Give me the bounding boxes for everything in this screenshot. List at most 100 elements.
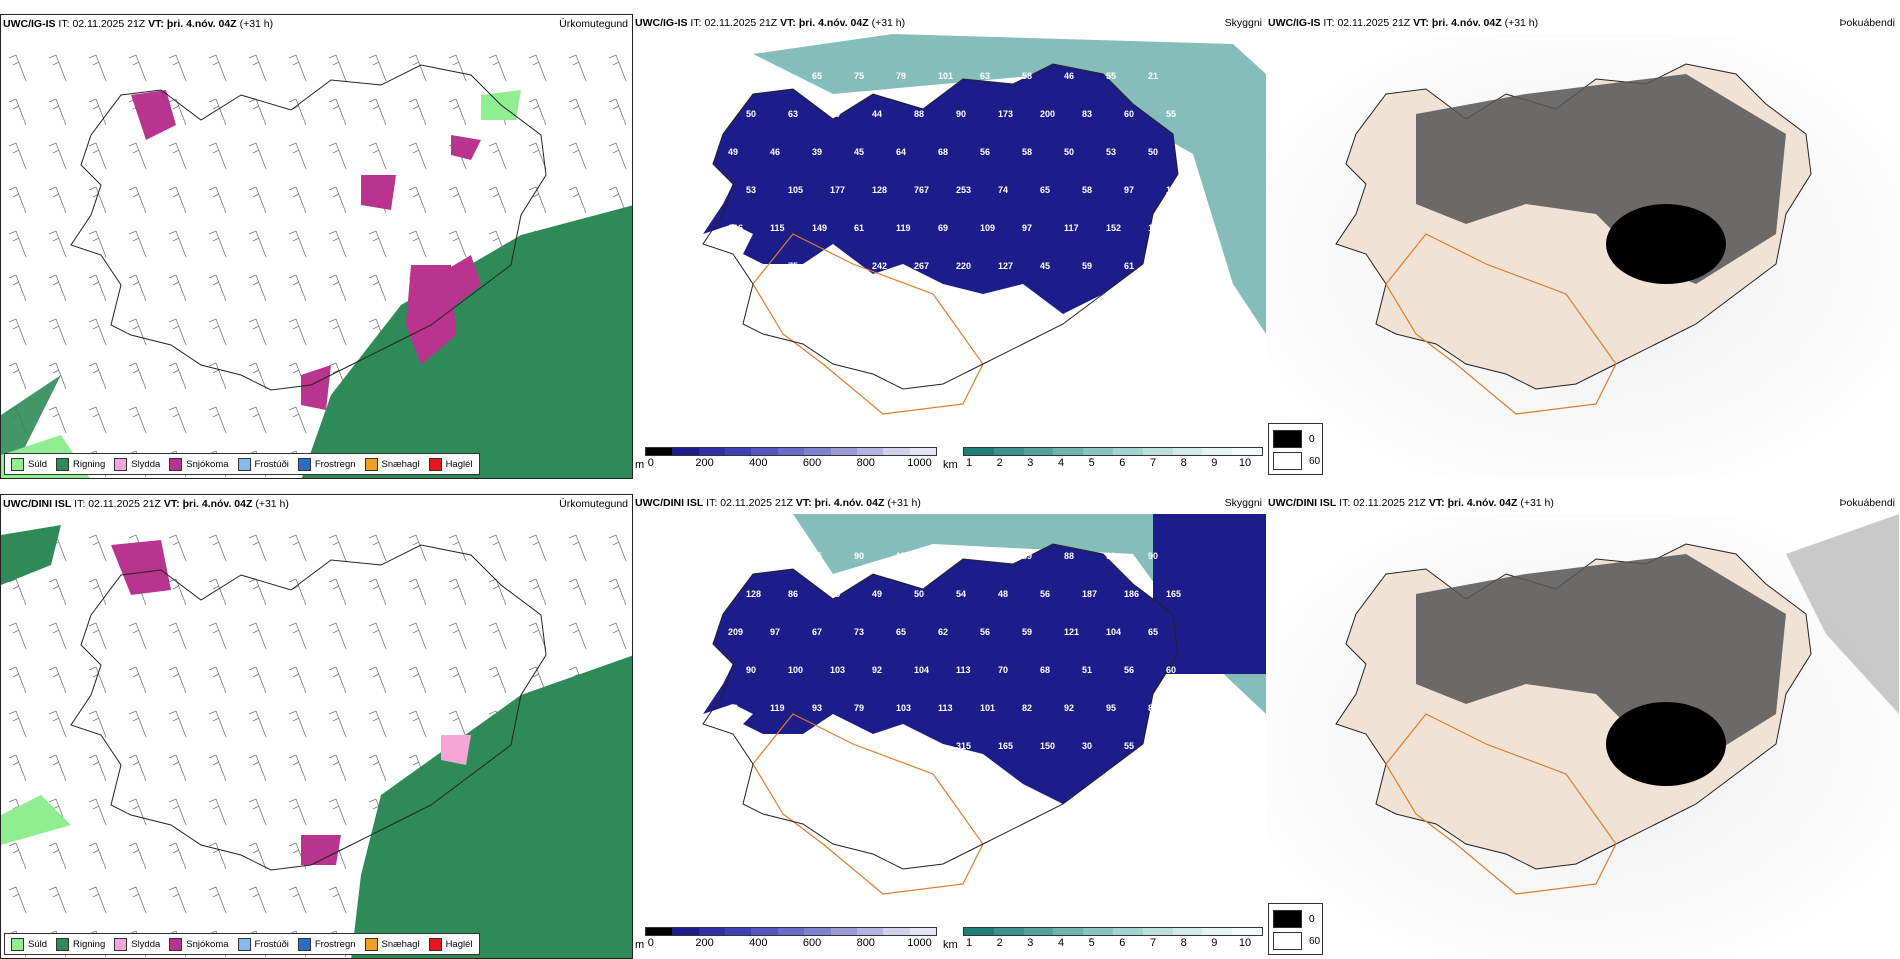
wind-barb xyxy=(368,98,387,126)
cloud-base-label: 143 xyxy=(872,741,887,751)
wind-barb xyxy=(88,710,107,738)
wind-barb xyxy=(208,406,227,434)
cloud-base-colorbar: 0 200 400 600 800 1000 xyxy=(645,447,937,471)
wind-barb xyxy=(328,798,347,826)
wind-barb xyxy=(168,710,187,738)
cloud-base-label: 101 xyxy=(980,703,995,713)
wind-barb xyxy=(368,534,387,562)
colorbar-ticks: 0 200 400 600 800 1000 xyxy=(645,937,937,951)
cloud-base-label: 156 xyxy=(896,551,911,561)
cloud-base-label: 46 xyxy=(1064,71,1074,81)
wind-barb xyxy=(88,318,107,346)
cloud-base-label: 97 xyxy=(1022,223,1032,233)
wind-barb xyxy=(168,798,187,826)
wind-barb xyxy=(8,578,27,606)
fog-legend: 0 60 xyxy=(1268,423,1323,475)
colorbar-step xyxy=(883,928,910,935)
cloud-base-label: 75 xyxy=(788,261,798,271)
cloud-base-label: 220 xyxy=(956,261,971,271)
wind-barb xyxy=(128,54,147,82)
wind-barb xyxy=(168,842,187,870)
cloud-base-label: 200 xyxy=(1040,109,1055,119)
cloud-base-label: 165 xyxy=(1166,589,1181,599)
panel-header: UWC/DINI ISL IT: 02.11.2025 21Z VT: þri.… xyxy=(3,498,289,510)
cloud-base-label: 60 xyxy=(1166,665,1176,675)
wind-barb xyxy=(608,98,627,126)
wind-barb xyxy=(328,754,347,782)
panel-header: UWC/IG-IS IT: 02.11.2025 21Z VT: þri. 4.… xyxy=(635,17,906,29)
wind-barb xyxy=(48,578,67,606)
cloud-base-label: 53 xyxy=(1106,147,1116,157)
wind-barb xyxy=(128,318,147,346)
wind-barb xyxy=(408,98,427,126)
wind-barb xyxy=(48,362,67,390)
cloud-base-label: 85 xyxy=(812,551,822,561)
colorbar-tick-label: 400 xyxy=(749,937,768,949)
wind-barb xyxy=(488,54,507,82)
cloud-base-label: 83 xyxy=(830,741,840,751)
wind-barb xyxy=(8,362,27,390)
colorbar-step xyxy=(1202,928,1233,935)
wind-barb xyxy=(368,54,387,82)
cloud-base-label: 61 xyxy=(1124,261,1134,271)
cloud-base-label: 67 xyxy=(812,627,822,637)
colorbar-tick-label: 1000 xyxy=(907,457,932,469)
colorbar-tick-label: 600 xyxy=(802,457,822,469)
wind-barb xyxy=(48,754,67,782)
cloud-panel-row2: UWC/DINI ISL IT: 02.11.2025 21Z VT: þri.… xyxy=(633,494,1266,959)
wind-barb xyxy=(408,142,427,170)
cloud-base-label: 767 xyxy=(914,185,929,195)
cloud-base-label: 97 xyxy=(1124,185,1134,195)
legend-item: Súld xyxy=(11,937,47,951)
wind-barb xyxy=(328,98,347,126)
colorbar-step xyxy=(672,928,699,935)
wind-barb xyxy=(168,274,187,302)
colorbar-step xyxy=(1083,928,1113,935)
wind-barb xyxy=(88,842,107,870)
wind-barb xyxy=(128,362,147,390)
cloud-base-label: 48 xyxy=(998,589,1008,599)
cloud-base-label: 65 xyxy=(1040,185,1050,195)
wind-barb xyxy=(48,318,67,346)
legend-item: Slydda xyxy=(114,457,160,471)
cloud-base-label: 100 xyxy=(788,665,803,675)
fog-map xyxy=(1266,514,1899,959)
panel-header: UWC/IG-IS IT: 02.11.2025 21Z VT: þri. 4.… xyxy=(3,18,274,30)
cloud-base-label: 59 xyxy=(1022,627,1032,637)
cloud-base-label: 56 xyxy=(980,627,990,637)
cloud-base-label: 186 xyxy=(1124,589,1139,599)
wind-barb xyxy=(568,534,587,562)
cloud-base-label: 111 xyxy=(728,71,742,81)
wind-barb xyxy=(448,578,467,606)
wind-barb xyxy=(88,666,107,694)
wind-barb xyxy=(208,54,227,82)
wind-barb xyxy=(568,622,587,650)
colorbar-tick-label: 10 xyxy=(1238,457,1252,469)
colorbar-step xyxy=(725,928,752,935)
colorbar-tick-label: 5 xyxy=(1088,457,1095,469)
legend-item: 0 xyxy=(1273,430,1315,448)
legend-swatch xyxy=(364,937,378,951)
wind-barb xyxy=(488,622,507,650)
wind-barb xyxy=(168,362,187,390)
legend-item: Snjókoma xyxy=(169,457,229,471)
wind-barb xyxy=(288,274,307,302)
colorbar-step xyxy=(856,448,884,455)
legend-swatch xyxy=(169,937,183,951)
wind-barb xyxy=(248,754,267,782)
cloud-base-label: 101 xyxy=(938,71,953,81)
cloud-base-label: 56 xyxy=(1040,589,1050,599)
wind-barb xyxy=(88,98,107,126)
legend-item: Haglél xyxy=(428,457,473,471)
wind-barb xyxy=(528,578,547,606)
wind-barb xyxy=(528,534,547,562)
colorbar-step xyxy=(1023,928,1054,935)
wind-barb xyxy=(448,98,467,126)
wind-barb xyxy=(448,186,467,214)
wind-barb xyxy=(368,710,387,738)
colorbar-step xyxy=(1083,448,1113,455)
colorbar-tick-label: 9 xyxy=(1211,457,1218,469)
legend-swatch xyxy=(114,457,128,471)
cloud-base-label: 127 xyxy=(998,261,1013,271)
wind-barb xyxy=(608,54,627,82)
